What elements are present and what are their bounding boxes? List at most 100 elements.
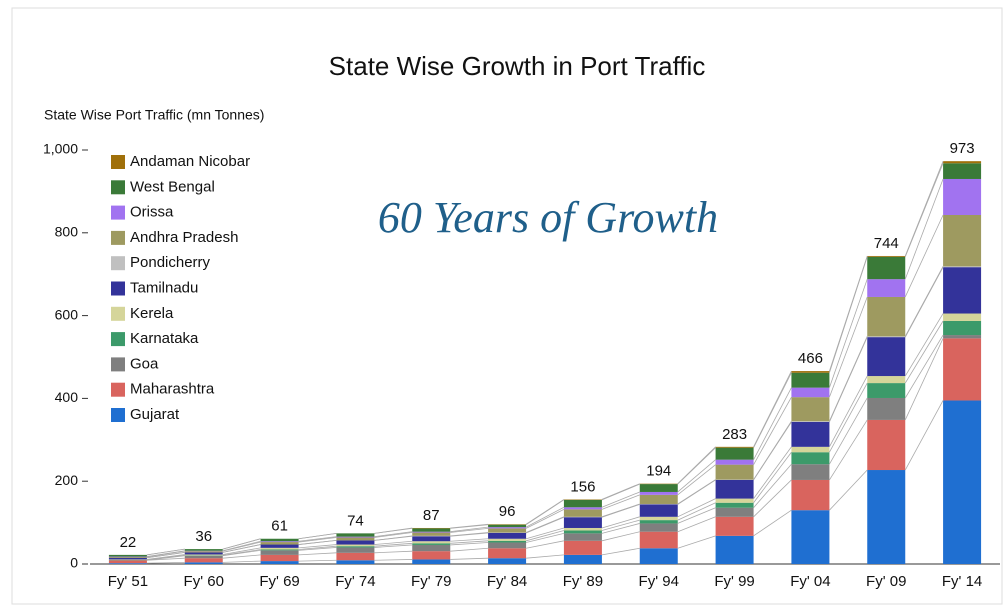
total-label: 466	[798, 350, 823, 367]
connector	[753, 451, 792, 503]
connector	[374, 532, 413, 538]
bar-segment	[791, 446, 830, 453]
bar-segment	[488, 538, 527, 541]
bar-segment	[563, 499, 602, 508]
connector	[450, 532, 489, 537]
bar-segment	[108, 560, 147, 564]
bar-segment	[412, 551, 451, 560]
bar-segment	[943, 161, 982, 164]
bar-segment	[336, 560, 375, 564]
total-label: 973	[950, 140, 975, 157]
bar-segment	[791, 421, 830, 422]
bar-segment	[184, 551, 223, 553]
connector	[677, 535, 716, 549]
bar-segment	[639, 548, 678, 564]
bar-segment	[791, 452, 830, 465]
bar-segment	[336, 552, 375, 561]
connector	[450, 540, 489, 544]
connector	[374, 535, 413, 541]
bar-segment	[260, 538, 299, 542]
legend-swatch	[111, 230, 125, 245]
total-label: 744	[874, 235, 899, 252]
total-label: 194	[646, 463, 671, 480]
legend-swatch	[111, 408, 125, 422]
bar-segment	[184, 554, 223, 556]
connector	[450, 547, 489, 552]
connector	[601, 519, 640, 531]
connector	[525, 527, 565, 540]
bar-segment	[488, 540, 527, 543]
connector	[904, 161, 944, 257]
connector	[753, 446, 792, 499]
x-tick-label: Fy' 99	[714, 573, 754, 590]
bar-segment	[184, 552, 223, 555]
x-tick-label: Fy' 79	[411, 573, 451, 590]
bar-segment	[715, 464, 754, 480]
connector	[222, 544, 261, 553]
bar-segment	[336, 536, 375, 538]
x-tick-label: Fy' 04	[790, 573, 830, 590]
bar-segment	[791, 464, 830, 480]
bar-segment	[108, 556, 147, 558]
connector	[374, 542, 413, 547]
legend-swatch	[111, 382, 125, 397]
legend-swatch	[111, 205, 125, 220]
bar-segment	[791, 371, 830, 373]
bar-segment	[412, 541, 451, 544]
connector	[525, 508, 565, 529]
bar-segment	[943, 338, 982, 401]
connector	[298, 536, 337, 542]
bar-segment	[563, 530, 602, 534]
legend-label: Karnataka	[130, 330, 199, 347]
bar-segment	[639, 520, 678, 524]
bar-segment	[488, 527, 527, 529]
bar-segment	[108, 563, 147, 564]
connector	[904, 266, 944, 337]
bar-segment	[336, 546, 375, 548]
connector	[753, 420, 792, 480]
card	[11, 7, 1003, 605]
connector	[298, 537, 337, 543]
connector	[753, 463, 792, 508]
bar-segment	[791, 372, 830, 388]
bar-segment	[639, 484, 678, 492]
bar-segment	[639, 504, 678, 517]
connector	[450, 532, 489, 537]
legend-swatch	[111, 256, 125, 271]
connector	[677, 459, 716, 493]
connector	[677, 502, 716, 521]
connector	[677, 464, 716, 496]
bar-segment	[336, 537, 375, 541]
connector	[904, 334, 944, 399]
connector	[374, 550, 413, 554]
bar-segment	[260, 542, 299, 545]
x-tick-label: Fy' 51	[108, 573, 148, 590]
bar-segment	[563, 517, 602, 528]
bar-segment	[184, 555, 223, 559]
connector	[146, 550, 185, 557]
connector	[829, 375, 868, 448]
x-tick-label: Fy' 14	[942, 573, 982, 590]
bar-segment	[715, 516, 754, 536]
total-label: 61	[271, 518, 288, 535]
connector	[298, 559, 337, 562]
bar-segment	[563, 509, 602, 517]
bar-segment	[488, 542, 527, 549]
x-tick-label: Fy' 60	[184, 573, 224, 590]
connector	[450, 538, 489, 542]
connector	[601, 547, 640, 556]
bar-segment	[639, 494, 678, 504]
connector	[904, 313, 944, 377]
bar-segment	[488, 524, 527, 528]
y-tick-label: 1,000	[43, 141, 78, 157]
bar-segment	[412, 543, 451, 545]
bar-segment	[336, 533, 375, 537]
connector	[829, 397, 868, 465]
connector	[829, 419, 868, 481]
bar-segment	[412, 536, 451, 542]
bar-segment	[867, 256, 906, 280]
connector	[601, 503, 640, 518]
bar-segment	[943, 266, 982, 268]
